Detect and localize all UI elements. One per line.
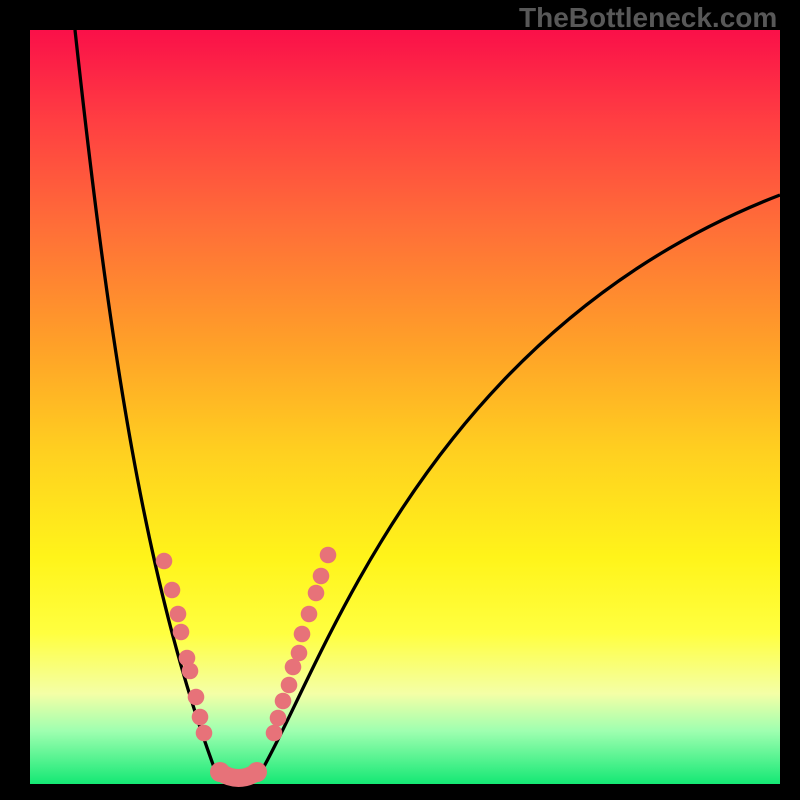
left-dot-0 <box>156 553 173 570</box>
left-dot-6 <box>188 689 205 706</box>
bottom-cap-dot-0 <box>210 762 230 782</box>
v-curve-line <box>75 30 780 785</box>
watermark-text: TheBottleneck.com <box>519 2 777 34</box>
outer-frame: TheBottleneck.com <box>0 0 800 800</box>
right-dot-10 <box>320 547 337 564</box>
right-dot-1 <box>270 710 287 727</box>
right-dot-3 <box>281 677 298 694</box>
left-marker-cluster <box>156 553 213 742</box>
right-dot-9 <box>313 568 330 585</box>
left-dot-7 <box>192 709 209 726</box>
right-dot-6 <box>294 626 311 643</box>
right-dot-7 <box>301 606 318 623</box>
bottleneck-curve-chart <box>0 0 800 800</box>
left-dot-3 <box>173 624 190 641</box>
right-dot-8 <box>308 585 325 602</box>
left-dot-2 <box>170 606 187 623</box>
left-dot-1 <box>164 582 181 599</box>
right-dot-5 <box>291 645 308 662</box>
right-dot-2 <box>275 693 292 710</box>
left-dot-8 <box>196 725 213 742</box>
bottom-cap-dot-1 <box>247 762 267 782</box>
left-dot-5 <box>182 663 199 680</box>
right-dot-0 <box>266 725 283 742</box>
